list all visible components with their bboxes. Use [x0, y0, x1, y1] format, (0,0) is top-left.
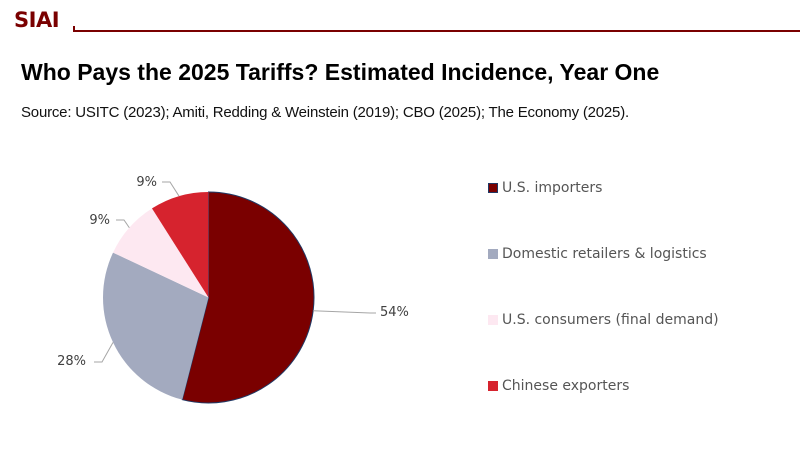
legend-swatch: [488, 183, 498, 193]
legend-swatch: [488, 381, 498, 391]
legend-item-domestic-retailers: Domestic retailers & logistics: [488, 246, 707, 262]
pie-slices: [103, 191, 315, 404]
leader-line-us-importers: [313, 310, 376, 314]
legend-label: U.S. consumers (final demand): [502, 312, 719, 328]
pie-slice-us-consumers: [113, 208, 209, 298]
data-label-domestic-retailers: 28%: [57, 354, 86, 369]
legend-item-us-importers: U.S. importers: [488, 180, 602, 196]
data-label-us-importers: 54%: [380, 305, 409, 320]
leader-line-domestic-retailers: [94, 342, 114, 363]
legend-swatch: [488, 249, 498, 259]
pie-leader-lines: [94, 181, 376, 363]
data-label-chinese-exporters: 9%: [136, 175, 157, 190]
pie-data-labels: 54% 28% 9% 9%: [57, 175, 409, 369]
leader-line-chinese-exporters: [162, 181, 180, 197]
legend-label: Chinese exporters: [502, 378, 630, 394]
legend-label: Domestic retailers & logistics: [502, 246, 707, 262]
header-rule: [73, 30, 800, 32]
pie-slice-us-importers: [181, 191, 315, 404]
data-label-us-consumers: 9%: [89, 213, 110, 228]
chart-title: Who Pays the 2025 Tariffs? Estimated Inc…: [21, 59, 660, 85]
pie-slice-chinese-exporters: [151, 192, 209, 298]
legend-label: U.S. importers: [502, 180, 603, 196]
leader-line-us-consumers: [116, 219, 130, 229]
pie-slice-domestic-retailers: [103, 252, 209, 400]
legend-swatch: [488, 315, 498, 325]
chart-source: Source: USITC (2023); Amiti, Redding & W…: [21, 104, 629, 121]
siai-logo: SIAI: [14, 8, 60, 32]
legend-item-chinese-exporters: Chinese exporters: [488, 378, 629, 394]
legend-item-us-consumers: U.S. consumers (final demand): [488, 312, 719, 328]
header-rule-tick: [73, 26, 75, 31]
